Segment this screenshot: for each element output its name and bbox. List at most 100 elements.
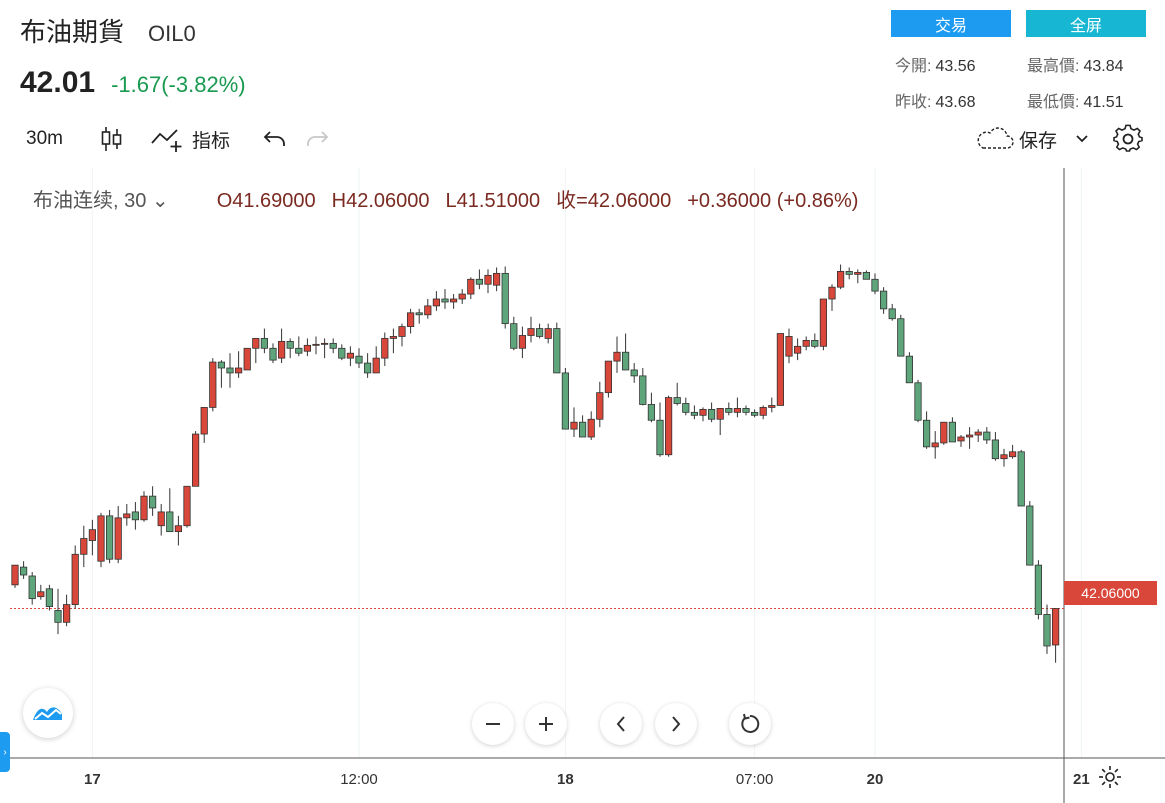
trade-button[interactable]: 交易: [891, 10, 1011, 37]
legend-symbol[interactable]: 布油连续, 30 ⌄: [33, 184, 169, 213]
candle-body: [200, 407, 208, 435]
candle: [123, 504, 131, 526]
candle-body: [260, 338, 269, 349]
redo-icon[interactable]: [304, 120, 330, 158]
candle: [665, 395, 673, 457]
candle: [983, 427, 991, 444]
stat-low: 最低價: 41.51: [1027, 88, 1124, 112]
candle: [991, 432, 1000, 461]
candle-body: [630, 369, 638, 377]
candle: [604, 360, 613, 398]
candle: [811, 333, 819, 349]
candle-body: [888, 308, 896, 320]
candle-body: [880, 290, 888, 310]
candle-body: [561, 372, 570, 430]
candle-body: [639, 375, 647, 405]
candle: [699, 407, 707, 422]
price-change: -1.67(-3.82%): [111, 72, 246, 97]
legend-high: H42.06000: [331, 190, 430, 212]
candle: [690, 405, 699, 420]
candle: [785, 328, 793, 364]
stat-open-label: 今開:: [895, 58, 932, 75]
candle-body: [501, 272, 509, 325]
candle-body: [553, 328, 561, 374]
candle-body: [295, 347, 303, 354]
candle: [114, 506, 122, 564]
candle-body: [398, 326, 406, 337]
undo-icon[interactable]: [262, 120, 288, 158]
candle: [217, 360, 225, 388]
candle: [174, 515, 182, 546]
candle-body: [415, 312, 423, 316]
candle: [312, 336, 320, 355]
candle-body: [381, 338, 389, 359]
candle: [819, 298, 828, 351]
instrument-name: 布油期貨: [20, 17, 125, 47]
legend-ohlc: O41.69000 H42.06000 L41.51000 收=42.06000 +0.…: [217, 184, 875, 213]
indicators-button[interactable]: 指标: [150, 120, 230, 158]
candle-body: [527, 328, 535, 336]
candle-body: [536, 328, 544, 337]
candle: [166, 488, 174, 533]
axis-settings-icon[interactable]: [1098, 765, 1122, 794]
fullscreen-button[interactable]: 全屏: [1026, 10, 1146, 37]
price-chart[interactable]: 17 12:00 18 07:00 20 21: [0, 168, 1165, 803]
scroll-right-button[interactable]: [655, 703, 697, 745]
candle: [639, 368, 647, 406]
stat-high: 最高價: 43.84: [1027, 52, 1124, 76]
candle: [561, 368, 570, 430]
candle-body: [647, 404, 656, 421]
settings-gear-icon[interactable]: [1113, 120, 1143, 158]
candle: [837, 264, 845, 290]
candle-body: [613, 351, 621, 362]
candle-body: [518, 335, 527, 349]
candle-body: [897, 318, 905, 357]
candle-body: [217, 361, 225, 369]
candle: [905, 352, 914, 384]
candle-body: [97, 515, 105, 562]
candle: [862, 270, 871, 280]
interval-selector[interactable]: 30m: [26, 128, 63, 149]
candle: [570, 407, 578, 437]
candle: [252, 338, 260, 364]
zoom-out-button[interactable]: [472, 703, 514, 745]
chevron-down-icon[interactable]: [1075, 120, 1089, 158]
candle-body: [234, 367, 243, 374]
candle-body: [966, 434, 974, 438]
zoom-in-button[interactable]: [525, 703, 567, 745]
scroll-left-button[interactable]: [600, 703, 642, 745]
candle-body: [286, 340, 294, 349]
candle-body: [983, 431, 991, 441]
chart-logo-button[interactable]: [23, 688, 73, 738]
candle: [19, 561, 28, 579]
reset-chart-button[interactable]: [729, 703, 771, 745]
candle: [71, 545, 79, 609]
stat-open-value: 43.56: [935, 58, 976, 75]
candlestick-chart[interactable]: 17 12:00 18 07:00 20 21: [0, 168, 1165, 803]
candle-body: [492, 272, 501, 286]
candle: [106, 509, 114, 564]
candle-body: [828, 286, 836, 300]
candle: [88, 519, 96, 556]
candle: [768, 397, 776, 413]
candle: [880, 287, 888, 314]
candle: [148, 486, 157, 516]
candle: [974, 429, 982, 442]
last-price-label: 42.06000: [1064, 581, 1157, 605]
candle-body: [682, 403, 690, 413]
candle-body: [948, 421, 957, 443]
candle: [630, 363, 638, 383]
candle: [286, 338, 294, 359]
chart-toolbar: 30m 指标 保存: [0, 120, 1165, 158]
candle-body: [475, 278, 484, 285]
candlestick-icon[interactable]: [100, 120, 124, 158]
candle-body: [338, 347, 346, 359]
candle-body: [406, 312, 415, 328]
candle: [897, 314, 905, 357]
save-label: 保存: [1019, 130, 1058, 152]
minus-icon: [486, 723, 500, 725]
save-button[interactable]: 保存: [975, 120, 1057, 158]
candle-body: [11, 564, 19, 586]
side-panel-toggle[interactable]: ›: [0, 732, 10, 772]
candle: [1052, 608, 1060, 663]
